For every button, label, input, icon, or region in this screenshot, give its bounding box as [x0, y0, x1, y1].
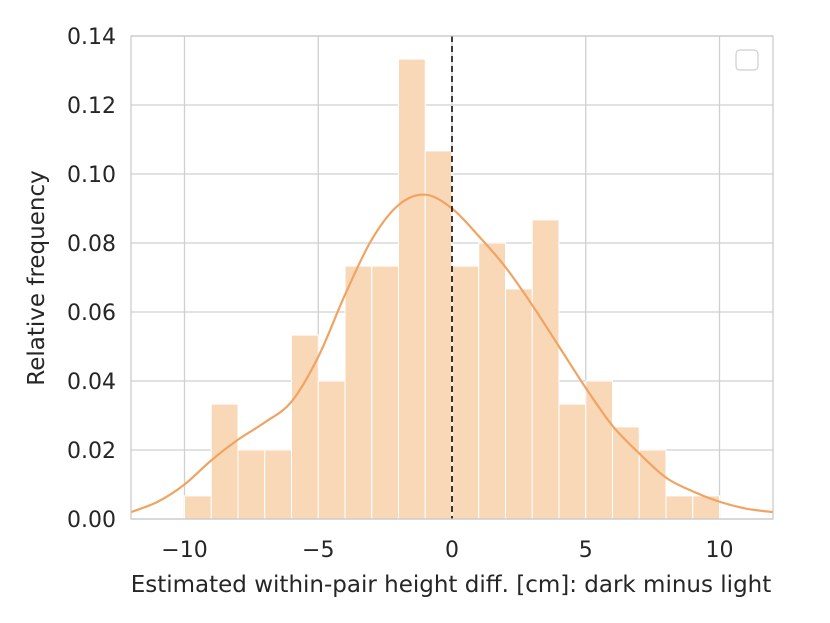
histogram-bar: [398, 58, 426, 520]
y-tick-label: 0.04: [67, 370, 116, 395]
y-tick-label: 0.02: [67, 439, 116, 464]
histogram-bar: [237, 449, 266, 520]
histogram-bar: [264, 449, 292, 520]
plot-frame: [130, 35, 774, 520]
y-tick-label: 0.06: [67, 301, 116, 326]
y-tick-label: 0.12: [67, 94, 116, 119]
histogram-bar: [478, 242, 506, 520]
y-tick-label: 0.00: [67, 508, 116, 533]
histogram-bar: [344, 265, 373, 520]
histogram-bar: [612, 426, 640, 520]
histogram-bar: [665, 495, 694, 520]
y-tick-label: 0.10: [67, 163, 116, 188]
y-tick-label: 0.14: [67, 25, 116, 50]
x-tick-label: 5: [579, 538, 593, 563]
x-axis-label: Estimated within-pair height diff. [cm]:…: [131, 572, 772, 598]
legend-box: [735, 49, 759, 71]
histogram-bar: [371, 265, 399, 520]
x-tick-label: −10: [161, 538, 207, 563]
histogram-bar: [505, 288, 533, 520]
x-tick-label: −5: [302, 538, 334, 563]
histogram-bar: [585, 380, 613, 520]
histogram-bar: [424, 150, 453, 520]
histogram-bars: [184, 58, 720, 520]
histogram-bar: [317, 380, 346, 520]
histogram-bar: [558, 403, 587, 520]
histogram-bar: [451, 265, 480, 520]
histogram-bar: [638, 449, 667, 520]
histogram-bar: [531, 219, 560, 520]
histogram-bar: [210, 403, 239, 520]
y-tick-label: 0.08: [67, 232, 116, 257]
histogram-bar: [184, 495, 212, 520]
y-tick-labels: 0.00 0.02 0.04 0.06 0.08 0.10 0.12 0.14: [67, 25, 116, 533]
x-tick-labels: −10 −5 0 5 10: [161, 538, 733, 563]
y-axis-label: Relative frequency: [24, 170, 50, 385]
x-tick-label: 0: [445, 538, 459, 563]
x-tick-label: 10: [706, 538, 734, 563]
